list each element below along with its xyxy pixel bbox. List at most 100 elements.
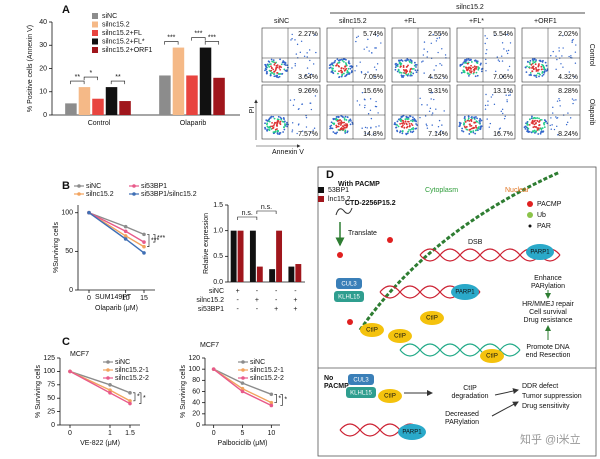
flow-dot — [372, 133, 375, 135]
dna — [399, 343, 521, 357]
flow-dot — [337, 62, 340, 64]
bar — [105, 87, 118, 115]
parp1-label: PARP1 — [530, 250, 550, 256]
flow-dot — [574, 62, 577, 64]
column-label: +FL — [404, 18, 416, 25]
flow-dot — [292, 104, 295, 106]
flow-dot — [276, 71, 278, 74]
flow-dot — [375, 100, 377, 103]
flow-dot — [550, 128, 552, 130]
flow-dot — [556, 100, 559, 102]
flow-dot — [422, 60, 424, 62]
flow-dot — [529, 63, 532, 66]
flow-dot — [277, 129, 279, 132]
flow-dot — [506, 52, 509, 55]
flow-dot — [412, 116, 414, 119]
point — [123, 229, 128, 234]
flow-dot — [431, 124, 433, 126]
outcome: Drug resistance — [523, 317, 572, 324]
flow-dot — [441, 64, 443, 66]
flow-dot — [344, 115, 347, 118]
parp1 — [451, 284, 479, 300]
flow-dot — [550, 55, 552, 57]
flow-dot — [474, 129, 477, 132]
degradation-label: degradation — [452, 393, 489, 400]
flow-dot — [466, 62, 469, 65]
flow-dot — [537, 133, 540, 135]
flow-dot — [532, 60, 535, 63]
flow-dot — [497, 59, 500, 61]
dsb-label: DSB — [468, 239, 483, 246]
parp1 — [398, 424, 426, 440]
flow-dot — [376, 63, 379, 65]
flow-dot — [375, 126, 377, 128]
flow-dot — [369, 98, 372, 100]
flow-dot — [367, 132, 369, 135]
flow-dot — [366, 46, 368, 48]
flow-dot — [342, 67, 345, 70]
flow-dot — [494, 34, 496, 37]
flow-dot — [572, 38, 574, 41]
flow-dot — [485, 62, 487, 65]
flow-dot — [396, 120, 399, 123]
legend-label: silnc15.2+FL* — [102, 38, 145, 45]
y-axis-label: % Positive cells (Annexin V) — [27, 25, 34, 112]
flow-dot — [330, 127, 332, 130]
flow-dot — [528, 118, 531, 121]
legend-label: silnc15.2 — [102, 21, 130, 28]
flow-dot — [294, 39, 296, 41]
flow-dot — [269, 74, 272, 76]
point — [142, 240, 146, 244]
flow-dot — [463, 60, 466, 63]
flow-dot — [555, 116, 557, 118]
ctip — [360, 323, 384, 337]
flow-dot — [344, 66, 346, 68]
flow-dot — [291, 131, 293, 133]
flow-dot — [468, 74, 470, 77]
quadrant-percent: 2.02% — [558, 31, 578, 38]
flow-dot — [277, 118, 280, 121]
flow-dot — [277, 115, 280, 118]
bar — [230, 230, 237, 282]
flow-dot — [368, 50, 370, 52]
flow-dot — [363, 48, 365, 50]
bar — [172, 47, 185, 116]
flow-dot — [535, 59, 537, 61]
flow-dot — [348, 60, 350, 63]
flow-dot — [405, 116, 408, 118]
column-label: silnc15.2 — [339, 18, 367, 25]
flow-dot — [530, 122, 533, 124]
flow-dot — [373, 66, 376, 68]
flow-dot — [432, 33, 434, 36]
flow-dot — [429, 107, 432, 110]
cul3-label: CUL3 — [353, 378, 369, 384]
table-cell: - — [256, 288, 259, 295]
flow-dot — [439, 63, 441, 65]
flow-dot — [527, 130, 530, 133]
flow-dot — [314, 34, 316, 36]
flow-dot — [291, 33, 293, 36]
quadrant-percent: 9.31% — [428, 88, 448, 95]
legend-swatch — [132, 184, 136, 188]
flow-dot — [503, 48, 505, 50]
flow-dot — [412, 126, 415, 129]
y-tick-label: 50 — [47, 395, 55, 402]
flow-dot — [493, 103, 496, 106]
flow-dot — [476, 117, 478, 120]
significance-bracket — [153, 234, 156, 243]
flow-dot — [272, 68, 275, 71]
flow-dot — [345, 119, 348, 121]
legend-label: 53BP1 — [328, 187, 349, 194]
flow-dot — [264, 126, 266, 129]
flow-dot — [332, 62, 334, 65]
flow-dot — [272, 124, 275, 127]
flow-dot — [360, 71, 363, 73]
flow-dot — [301, 130, 304, 132]
flow-dot — [498, 131, 500, 134]
y-tick-label: 20 — [39, 65, 47, 72]
flow-dot — [282, 117, 285, 119]
flow-dot — [509, 91, 511, 94]
flow-dot — [358, 104, 361, 106]
flow-dot — [469, 125, 472, 127]
